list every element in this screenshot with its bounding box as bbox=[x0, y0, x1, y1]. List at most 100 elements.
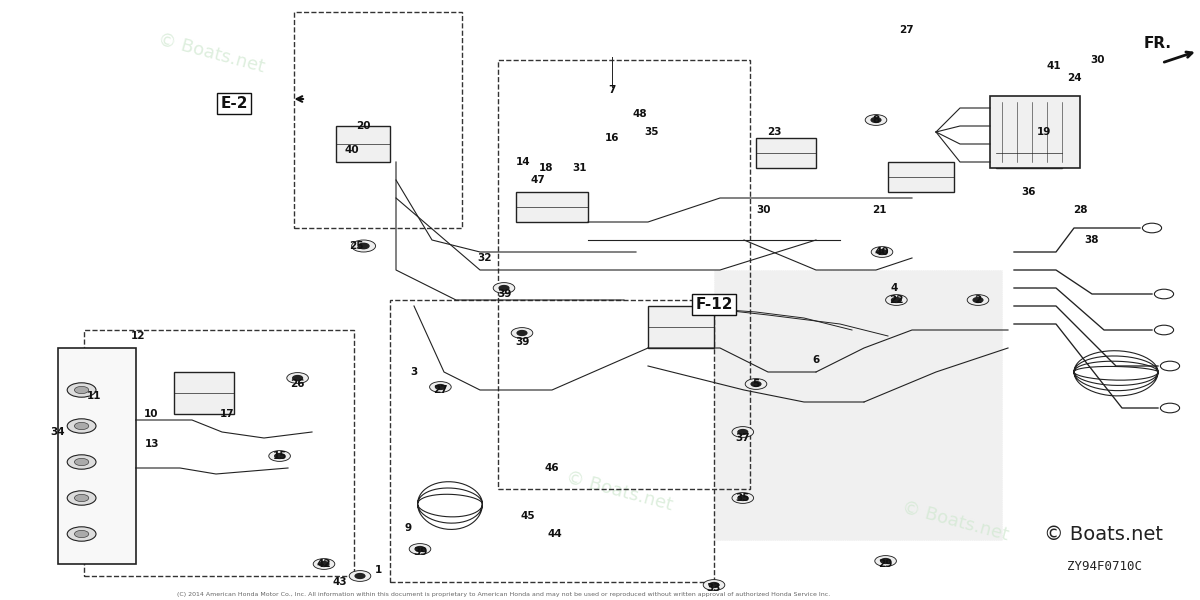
Circle shape bbox=[355, 574, 365, 578]
Text: 47: 47 bbox=[530, 175, 545, 185]
Text: 37: 37 bbox=[736, 433, 750, 443]
Circle shape bbox=[892, 298, 901, 302]
Bar bbox=[996, 138, 1062, 168]
Bar bbox=[888, 162, 954, 192]
Circle shape bbox=[499, 286, 509, 290]
Text: 30: 30 bbox=[756, 205, 770, 215]
Text: 15: 15 bbox=[272, 451, 287, 461]
Circle shape bbox=[74, 458, 89, 466]
Text: 42: 42 bbox=[317, 559, 331, 569]
Circle shape bbox=[881, 559, 890, 563]
Bar bbox=[648, 306, 714, 348]
Text: 21: 21 bbox=[872, 205, 887, 215]
Circle shape bbox=[732, 493, 754, 503]
Text: 16: 16 bbox=[605, 133, 619, 143]
Text: © Boats.net: © Boats.net bbox=[156, 30, 266, 76]
Text: 45: 45 bbox=[521, 511, 535, 521]
Text: 39: 39 bbox=[413, 547, 427, 557]
Circle shape bbox=[738, 430, 748, 434]
Circle shape bbox=[74, 386, 89, 394]
Bar bbox=[756, 138, 816, 168]
Text: 41: 41 bbox=[1046, 61, 1061, 71]
Circle shape bbox=[269, 451, 290, 461]
Text: 34: 34 bbox=[50, 427, 65, 437]
Text: 31: 31 bbox=[572, 163, 587, 173]
Text: 7: 7 bbox=[608, 85, 616, 95]
Circle shape bbox=[875, 556, 896, 566]
Text: 18: 18 bbox=[539, 163, 553, 173]
Circle shape bbox=[703, 580, 725, 590]
Circle shape bbox=[67, 455, 96, 469]
Circle shape bbox=[511, 328, 533, 338]
Text: © Boats.net: © Boats.net bbox=[900, 498, 1010, 544]
Circle shape bbox=[871, 118, 881, 122]
Bar bbox=[714, 270, 1002, 540]
Circle shape bbox=[877, 250, 887, 254]
Text: FR.: FR. bbox=[1144, 36, 1172, 51]
Circle shape bbox=[67, 491, 96, 505]
Text: 27: 27 bbox=[899, 25, 913, 35]
Bar bbox=[390, 300, 714, 582]
Circle shape bbox=[293, 376, 302, 380]
Text: 20: 20 bbox=[356, 121, 371, 131]
Text: 17: 17 bbox=[220, 409, 234, 419]
Text: 5: 5 bbox=[752, 379, 760, 389]
Circle shape bbox=[709, 583, 719, 587]
Text: 46: 46 bbox=[545, 463, 559, 473]
Text: 25: 25 bbox=[349, 241, 364, 251]
Circle shape bbox=[67, 527, 96, 541]
Circle shape bbox=[430, 382, 451, 392]
Circle shape bbox=[738, 496, 748, 500]
Circle shape bbox=[865, 115, 887, 125]
Circle shape bbox=[67, 419, 96, 433]
Circle shape bbox=[319, 562, 329, 566]
Text: 44: 44 bbox=[547, 529, 562, 539]
Text: 23: 23 bbox=[767, 127, 781, 137]
Text: 35: 35 bbox=[736, 493, 750, 503]
Text: 26: 26 bbox=[290, 379, 305, 389]
Text: (C) 2014 American Honda Motor Co., Inc. All information within this document is : (C) 2014 American Honda Motor Co., Inc. … bbox=[178, 592, 830, 597]
Text: © Boats.net: © Boats.net bbox=[1044, 525, 1164, 544]
Circle shape bbox=[74, 530, 89, 538]
Circle shape bbox=[313, 559, 335, 569]
Text: 24: 24 bbox=[1067, 73, 1081, 83]
Text: 4: 4 bbox=[890, 283, 898, 293]
Text: 39: 39 bbox=[497, 289, 511, 299]
Circle shape bbox=[275, 454, 284, 458]
Bar bbox=[516, 192, 588, 222]
Bar bbox=[498, 60, 750, 489]
Bar bbox=[336, 126, 390, 162]
Text: 30: 30 bbox=[1091, 55, 1105, 65]
Circle shape bbox=[74, 422, 89, 430]
Text: 28: 28 bbox=[1073, 205, 1087, 215]
Circle shape bbox=[287, 373, 308, 383]
Circle shape bbox=[415, 547, 425, 551]
Circle shape bbox=[352, 240, 376, 252]
Text: 43: 43 bbox=[332, 577, 347, 587]
Circle shape bbox=[493, 283, 515, 293]
Text: 9: 9 bbox=[404, 523, 412, 533]
Text: 32: 32 bbox=[478, 253, 492, 263]
Bar bbox=[990, 96, 1080, 168]
Bar bbox=[294, 12, 462, 228]
Bar bbox=[58, 348, 136, 564]
Bar bbox=[174, 372, 234, 414]
Text: 48: 48 bbox=[632, 109, 647, 119]
Text: 39: 39 bbox=[515, 337, 529, 347]
Text: 12: 12 bbox=[131, 331, 145, 341]
Text: 22: 22 bbox=[889, 295, 904, 305]
Text: 8: 8 bbox=[872, 115, 880, 125]
Circle shape bbox=[358, 244, 370, 249]
Text: 14: 14 bbox=[516, 157, 530, 167]
Text: © Boats.net: © Boats.net bbox=[564, 468, 674, 514]
Circle shape bbox=[871, 247, 893, 257]
Text: F-12: F-12 bbox=[695, 297, 733, 312]
Text: 36: 36 bbox=[1021, 187, 1036, 197]
Circle shape bbox=[74, 494, 89, 502]
Circle shape bbox=[732, 427, 754, 437]
Circle shape bbox=[973, 298, 983, 302]
Circle shape bbox=[67, 383, 96, 397]
Text: 29: 29 bbox=[878, 559, 893, 569]
Text: 6: 6 bbox=[812, 355, 820, 365]
Text: 10: 10 bbox=[144, 409, 158, 419]
